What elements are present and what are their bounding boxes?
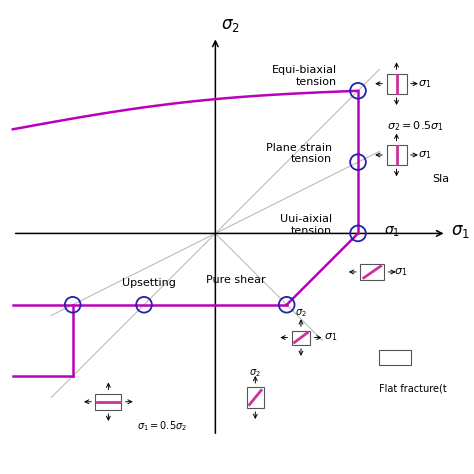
Text: $\sigma_2$: $\sigma_2$ xyxy=(249,367,261,379)
Bar xyxy=(379,350,411,365)
Text: Upsetting: Upsetting xyxy=(121,278,175,288)
Text: $\sigma_2 = 0.5\sigma_1$: $\sigma_2 = 0.5\sigma_1$ xyxy=(386,119,444,133)
Bar xyxy=(386,145,407,165)
Text: $\sigma_1$: $\sigma_1$ xyxy=(418,149,431,161)
Bar xyxy=(247,387,264,408)
Text: $\sigma_2$: $\sigma_2$ xyxy=(295,307,307,319)
Text: Plane strain
tension: Plane strain tension xyxy=(266,143,332,164)
Text: Pure shear: Pure shear xyxy=(206,275,265,285)
Text: $\sigma_1$: $\sigma_1$ xyxy=(324,332,337,344)
Text: $\sigma_1$: $\sigma_1$ xyxy=(383,225,400,239)
Text: $\sigma_2$: $\sigma_2$ xyxy=(221,16,240,34)
Text: Sla: Sla xyxy=(432,173,449,183)
Text: Uui-aixial
tension: Uui-aixial tension xyxy=(280,214,332,236)
Bar xyxy=(386,73,407,94)
Text: $\sigma_1$: $\sigma_1$ xyxy=(418,78,431,90)
Text: Equi-biaxial
tension: Equi-biaxial tension xyxy=(272,65,337,86)
Text: $\sigma_1$: $\sigma_1$ xyxy=(394,266,407,278)
Bar xyxy=(95,394,121,410)
Text: $\sigma_1 = 0.5\sigma_2$: $\sigma_1 = 0.5\sigma_2$ xyxy=(137,419,187,433)
Text: $\sigma_1$: $\sigma_1$ xyxy=(451,221,470,239)
Bar xyxy=(360,264,384,280)
Text: Flat fracture(t: Flat fracture(t xyxy=(379,383,447,393)
Bar xyxy=(292,330,310,345)
